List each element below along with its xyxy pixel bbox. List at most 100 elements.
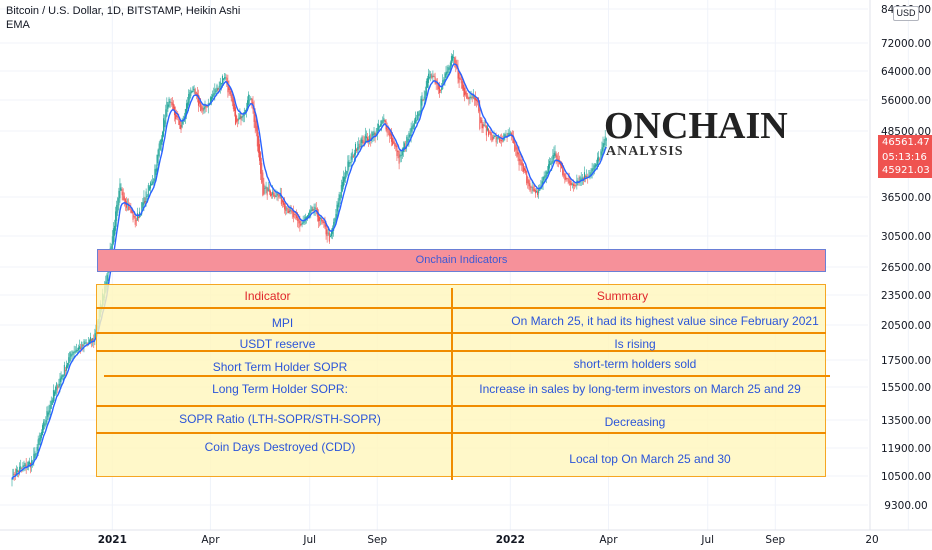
candle-body bbox=[466, 92, 468, 99]
candle-body bbox=[489, 131, 491, 133]
candle-body bbox=[46, 410, 48, 423]
candle-body bbox=[518, 153, 520, 165]
candle-body bbox=[452, 55, 454, 61]
candle-body bbox=[291, 210, 293, 213]
candle-body bbox=[27, 462, 29, 467]
candle-body bbox=[590, 173, 592, 175]
candle-body bbox=[592, 168, 594, 172]
candle-body bbox=[554, 151, 556, 156]
candle-body bbox=[80, 347, 82, 350]
candle-body bbox=[328, 232, 330, 242]
price-axis[interactable]: 84000.0072000.0064000.0056000.0048500.00… bbox=[881, 4, 931, 512]
candle-body bbox=[336, 204, 338, 219]
candle-body bbox=[477, 100, 479, 103]
candle-body bbox=[529, 183, 531, 191]
candle-body bbox=[505, 135, 507, 137]
candle-body bbox=[312, 209, 314, 212]
candle-body bbox=[359, 146, 361, 148]
candle-body bbox=[295, 214, 297, 216]
candle-body bbox=[526, 170, 528, 184]
candle-body bbox=[321, 218, 323, 222]
candle-body bbox=[351, 151, 353, 160]
candle-body bbox=[531, 186, 533, 188]
table-cell-summary: short-term holders sold bbox=[573, 357, 697, 371]
price-tick-label: 15500.00 bbox=[881, 382, 931, 394]
candle-body bbox=[404, 143, 406, 150]
currency-button[interactable]: USD bbox=[893, 6, 919, 21]
candle-body bbox=[188, 94, 190, 106]
symbol-title[interactable]: Bitcoin / U.S. Dollar, 1D, BITSTAMP, Hei… bbox=[6, 5, 241, 17]
candle-body bbox=[23, 465, 25, 467]
candle-body bbox=[311, 207, 313, 212]
candle-body bbox=[133, 215, 135, 217]
candle-body bbox=[389, 132, 391, 136]
candle-body bbox=[166, 101, 168, 117]
candle-body bbox=[18, 471, 20, 472]
candle-body bbox=[71, 354, 73, 356]
candle-body bbox=[528, 180, 530, 187]
candle-body bbox=[251, 98, 253, 106]
candle-body bbox=[549, 160, 551, 169]
table-cell-summary: Decreasing bbox=[604, 415, 666, 429]
candle-body bbox=[472, 94, 474, 98]
candle-body bbox=[44, 423, 46, 426]
candle-body bbox=[142, 202, 144, 209]
candle-body bbox=[317, 212, 319, 222]
candle-body bbox=[416, 120, 418, 122]
table-divider bbox=[96, 432, 826, 434]
candle-body bbox=[473, 96, 475, 100]
candle-body bbox=[581, 177, 583, 180]
candle-body bbox=[589, 172, 591, 177]
candle-body bbox=[329, 235, 331, 238]
candle-body bbox=[75, 349, 77, 352]
candle-body bbox=[384, 119, 386, 122]
candle-body bbox=[211, 96, 213, 101]
candle-body bbox=[488, 128, 490, 136]
candle-body bbox=[230, 91, 232, 98]
candle-body bbox=[432, 75, 434, 77]
candle-body bbox=[417, 111, 419, 121]
candle-body bbox=[184, 109, 186, 119]
candle-body bbox=[151, 183, 153, 186]
candle-body bbox=[130, 207, 132, 213]
candle-body bbox=[532, 186, 534, 192]
candle-body bbox=[231, 94, 233, 103]
price-tick-label: 30500.00 bbox=[881, 231, 931, 243]
candle-body bbox=[478, 101, 480, 112]
table-divider bbox=[96, 405, 826, 407]
candle-body bbox=[504, 134, 506, 138]
candle-body bbox=[525, 169, 527, 173]
candle-body bbox=[361, 136, 363, 144]
candle-body bbox=[586, 176, 588, 177]
candle-body bbox=[169, 101, 171, 103]
candle-body bbox=[144, 201, 146, 204]
candle-body bbox=[457, 66, 459, 79]
candle-body bbox=[516, 147, 518, 157]
candle-body bbox=[408, 133, 410, 141]
candle-body bbox=[400, 154, 402, 156]
candle-body bbox=[226, 77, 228, 85]
candle-body bbox=[92, 338, 94, 341]
candle-body bbox=[327, 232, 329, 234]
table-header-summary: Summary bbox=[596, 289, 649, 303]
candle-body bbox=[47, 412, 49, 417]
candle-body bbox=[265, 186, 267, 189]
price-tick-label: 72000.00 bbox=[881, 38, 931, 50]
candle-body bbox=[342, 176, 344, 187]
candle-body bbox=[430, 73, 432, 78]
candle-body bbox=[132, 211, 134, 220]
price-tick-label: 10500.00 bbox=[881, 471, 931, 483]
candle-body bbox=[68, 357, 70, 366]
table-cell-indicator: Coin Days Destroyed (CDD) bbox=[204, 440, 356, 454]
candle-body bbox=[569, 180, 571, 186]
candle-body bbox=[467, 95, 469, 100]
candle-body bbox=[172, 103, 174, 110]
time-axis[interactable]: 2021 Apr Jul Sep 2022 Apr Jul Sep 20 bbox=[98, 534, 879, 546]
candle-body bbox=[214, 88, 216, 95]
candle-body bbox=[201, 106, 203, 110]
candle-body bbox=[574, 184, 576, 186]
candle-body bbox=[250, 97, 252, 100]
indicator-label[interactable]: EMA bbox=[6, 19, 30, 31]
candle-body bbox=[159, 139, 161, 150]
candle-body bbox=[320, 217, 322, 219]
